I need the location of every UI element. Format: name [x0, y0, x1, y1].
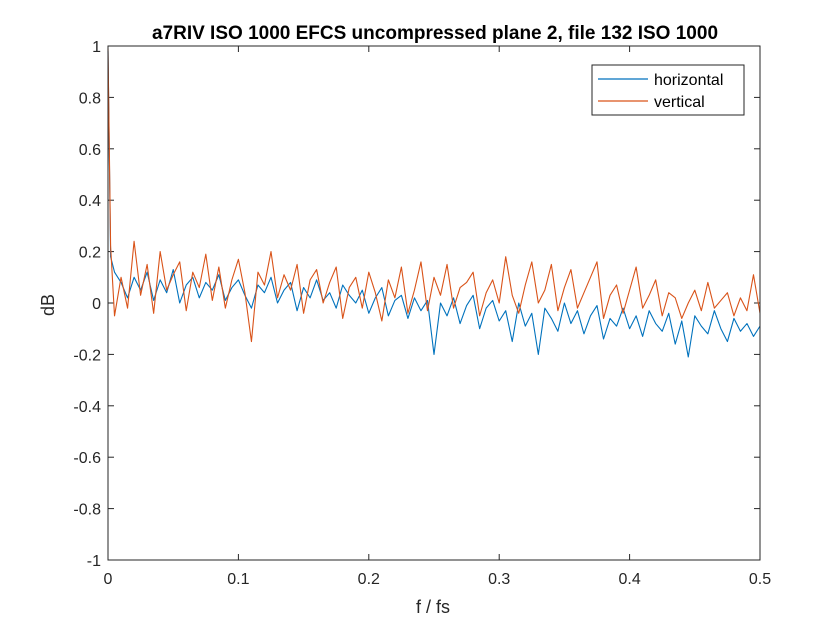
y-tick-label: 0.8	[79, 90, 101, 107]
x-tick-label: 0.2	[358, 571, 380, 588]
y-tick-label: 1	[92, 39, 101, 56]
legend-label: vertical	[654, 94, 705, 111]
y-tick-label: 0.4	[79, 193, 101, 210]
x-tick-label: 0.4	[618, 571, 640, 588]
y-tick-label: -0.4	[73, 399, 101, 416]
x-axis-label: f / fs	[416, 597, 450, 617]
series-layer	[107, 48, 761, 358]
x-tick-label: 0.3	[488, 571, 510, 588]
x-tick-label: 0.5	[749, 571, 771, 588]
y-tick-label: 0.2	[79, 245, 101, 262]
y-tick-label: -0.8	[73, 502, 101, 519]
legend-label: horizontal	[654, 72, 723, 89]
y-tick-label: -0.6	[73, 450, 101, 467]
x-tick-label: 0	[104, 571, 113, 588]
chart-title: a7RIV ISO 1000 EFCS uncompressed plane 2…	[152, 23, 718, 44]
tick-layer: 0 0.1 0.2 0.3 0.4 0.5 -1 -0.8 -0.6 -0.4 -0.2 0 0.2 0.…	[73, 39, 771, 588]
plot-frame	[107, 45, 761, 561]
legend: horizontal vertical	[591, 64, 745, 116]
y-tick-label: 0	[92, 296, 101, 313]
y-tick-label: -1	[87, 553, 101, 570]
y-tick-label: -0.2	[73, 347, 101, 364]
y-tick-label: 0.6	[79, 142, 101, 159]
y-axis-label: dB	[38, 294, 58, 316]
series-line-vertical	[107, 48, 761, 343]
x-tick-label: 0.1	[227, 571, 249, 588]
legend-box	[591, 64, 745, 116]
